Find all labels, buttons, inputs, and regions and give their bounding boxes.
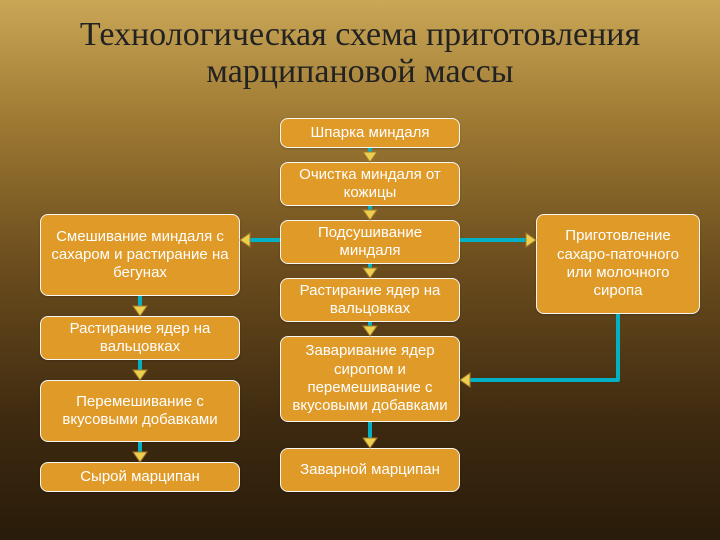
- node-shparka: Шпарка миндаля: [280, 118, 460, 148]
- node-syroy: Сырой марципан: [40, 462, 240, 492]
- page-title: Технологическая схема приготовления марц…: [0, 0, 720, 101]
- node-peremeshivanie: Перемешивание с вкусовыми добавками: [40, 380, 240, 442]
- node-rastiranie-c: Растирание ядер на вальцовках: [280, 278, 460, 322]
- node-sirop: Приготовление сахаро-паточного или молоч…: [536, 214, 700, 314]
- node-rastiranie-l: Растирание ядер на вальцовках: [40, 316, 240, 360]
- node-zavarivanie: Заваривание ядер сиропом и перемешивание…: [280, 336, 460, 422]
- node-podsushivanie: Подсушивание миндаля: [280, 220, 460, 264]
- node-smeshivanie: Смешивание миндаля с сахаром и растирани…: [40, 214, 240, 296]
- node-ochistka: Очистка миндаля от кожицы: [280, 162, 460, 206]
- node-zavarnoy: Заварной марципан: [280, 448, 460, 492]
